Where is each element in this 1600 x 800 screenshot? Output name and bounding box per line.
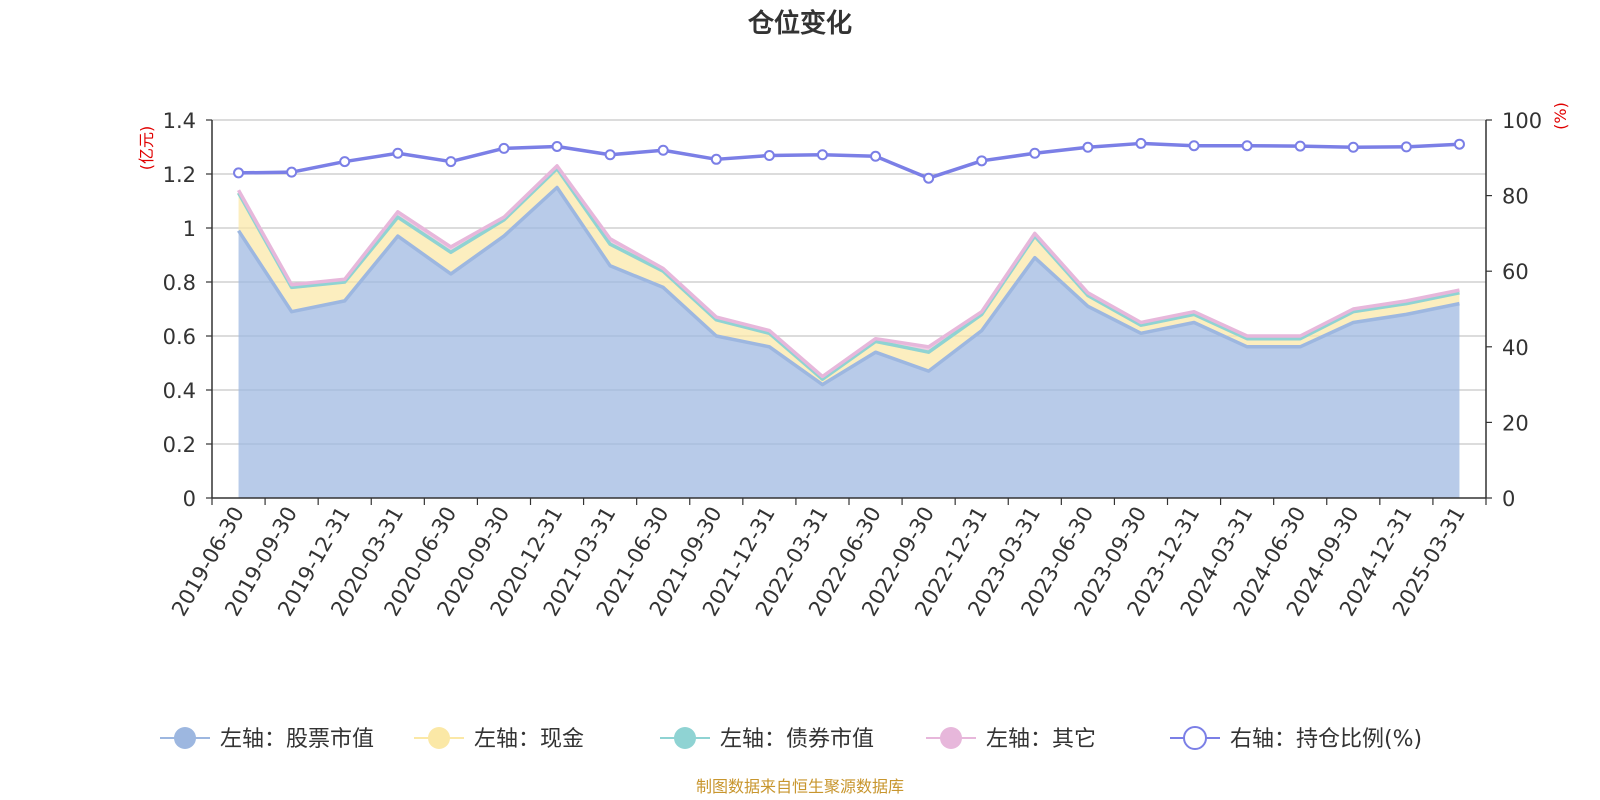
chart-title: 仓位变化 [747, 8, 852, 39]
ratio-point[interactable] [445, 156, 457, 168]
left-axis-tick-label: 0.4 [163, 379, 196, 403]
left-axis-tick-label: 0.2 [163, 433, 196, 457]
data-source-note: 制图数据来自恒生聚源数据库 [696, 777, 904, 796]
ratio-line [238, 141, 1460, 180]
legend-label: 右轴：持仓比例(%) [1230, 727, 1422, 752]
legend-label: 左轴：债券市值 [720, 727, 874, 752]
area-layer [237, 164, 1460, 498]
right-axis-tick-label: 100 [1502, 109, 1542, 133]
ratio-point[interactable] [710, 153, 722, 165]
series-line-股票市值 [237, 185, 1460, 387]
ratio-point[interactable] [392, 147, 404, 159]
ratio-point[interactable] [763, 150, 775, 162]
ratio-point[interactable] [1082, 141, 1094, 153]
ratio-point[interactable] [1188, 140, 1200, 152]
legend-marker [940, 727, 962, 749]
legend-marker [174, 727, 196, 749]
ratio-point[interactable] [816, 149, 828, 161]
legend-label: 左轴：现金 [474, 727, 584, 752]
legend-item[interactable]: 右轴：持仓比例(%) [1170, 726, 1422, 752]
ratio-line-layer [233, 137, 1465, 184]
ratio-point[interactable] [1400, 141, 1412, 153]
left-axis-tick-label: 0.8 [163, 271, 196, 295]
legend: 左轴：股票市值 左轴：现金 左轴：债券市值 左轴：其它 右轴：持仓比例(%) [160, 726, 1422, 752]
left-axis-tick-label: 0.6 [163, 325, 196, 349]
left-axis-unit: (亿元) [137, 126, 156, 171]
legend-marker [1183, 726, 1207, 750]
legend-label: 左轴：其它 [986, 727, 1096, 752]
ratio-point[interactable] [1453, 138, 1465, 150]
legend-marker [674, 727, 696, 749]
ratio-point[interactable] [1347, 141, 1359, 153]
ratio-point[interactable] [1135, 137, 1147, 149]
right-axis-tick-label: 80 [1502, 185, 1529, 209]
right-axis-tick-label: 60 [1502, 260, 1529, 284]
right-axis-tick-label: 20 [1502, 411, 1529, 435]
legend-item[interactable]: 左轴：现金 [414, 727, 584, 752]
ratio-point[interactable] [870, 150, 882, 162]
ratio-point[interactable] [604, 149, 616, 161]
left-axis-tick-label: 0 [183, 487, 196, 511]
legend-item[interactable]: 左轴：其它 [926, 727, 1096, 752]
right-axis-tick-label: 0 [1502, 487, 1515, 511]
ratio-point[interactable] [923, 172, 935, 184]
ratio-point[interactable] [339, 156, 351, 168]
ratio-point[interactable] [1294, 140, 1306, 152]
left-axis-tick-label: 1.2 [163, 163, 196, 187]
ratio-point[interactable] [233, 167, 245, 179]
ratio-point[interactable] [551, 140, 563, 152]
ratio-point[interactable] [498, 142, 510, 154]
ratio-point[interactable] [1029, 147, 1041, 159]
right-axis-unit: (%) [1551, 102, 1570, 130]
series-line-债券市值 [237, 166, 1460, 381]
area-股票市值 [238, 187, 1460, 498]
series-line-其它 [237, 164, 1460, 379]
left-axis-tick-label: 1 [183, 217, 196, 241]
legend-label: 左轴：股票市值 [220, 727, 374, 752]
ratio-point[interactable] [1241, 140, 1253, 152]
legend-item[interactable]: 左轴：债券市值 [660, 727, 874, 752]
legend-item[interactable]: 左轴：股票市值 [160, 727, 374, 752]
ratio-point[interactable] [286, 166, 298, 178]
left-axis-tick-label: 1.4 [163, 109, 196, 133]
ratio-point[interactable] [976, 155, 988, 167]
ratio-point[interactable] [657, 144, 669, 156]
right-axis-tick-label: 40 [1502, 336, 1529, 360]
legend-marker [428, 727, 450, 749]
